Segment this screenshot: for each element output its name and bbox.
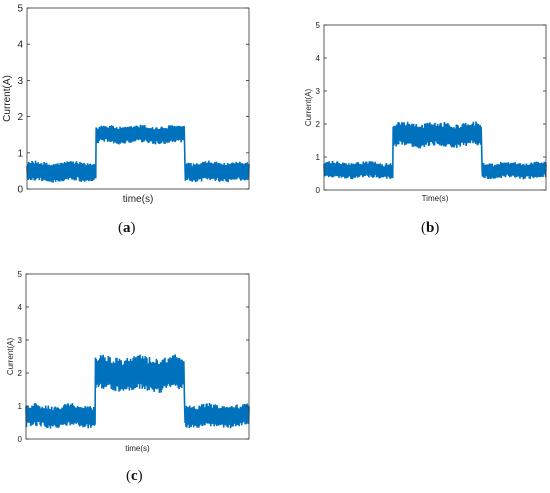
ytick-label-b: 0 [316,186,321,195]
caption-c: (c) [126,468,143,484]
ytick-label-a: 0 [17,185,23,196]
series-line-b [323,121,547,180]
plot-frame-a [26,7,250,190]
ytick-label-a: 1 [17,148,23,159]
ytick-label-c: 2 [18,369,23,378]
yaxis-label-b: Current(A) [304,88,313,126]
ytick-label-b: 3 [316,87,321,96]
series-line-a [26,124,250,183]
xaxis-label-c: time(s) [125,444,150,453]
series-path-a [26,124,250,183]
ytick-label-a: 5 [17,4,23,15]
ytick-label-c: 0 [18,435,23,444]
ytick-label-a: 2 [17,112,23,123]
xaxis-label-a: time(s) [123,194,154,205]
yaxis-label-a: Current(A) [2,75,13,122]
caption-b: (b) [421,220,440,236]
ytick-label-a: 3 [17,76,23,87]
series-line-c [25,354,250,429]
series-path-b [323,121,547,180]
ytick-label-b: 5 [316,21,321,30]
ytick-label-c: 4 [18,303,23,312]
ytick-label-a: 4 [17,40,23,51]
series-path-c [25,354,250,429]
ytick-label-c: 3 [18,336,23,345]
plot-frame-b [323,24,547,191]
caption-a: (a) [118,220,136,236]
ytick-label-b: 1 [316,153,321,162]
ytick-label-b: 2 [316,120,321,129]
plot-frame-c [25,273,250,440]
xaxis-label-b: Time(s) [422,194,449,203]
ytick-label-c: 1 [18,402,23,411]
yaxis-label-c: Current(A) [6,337,15,375]
ytick-label-c: 5 [18,270,23,279]
ytick-label-b: 4 [316,54,321,63]
